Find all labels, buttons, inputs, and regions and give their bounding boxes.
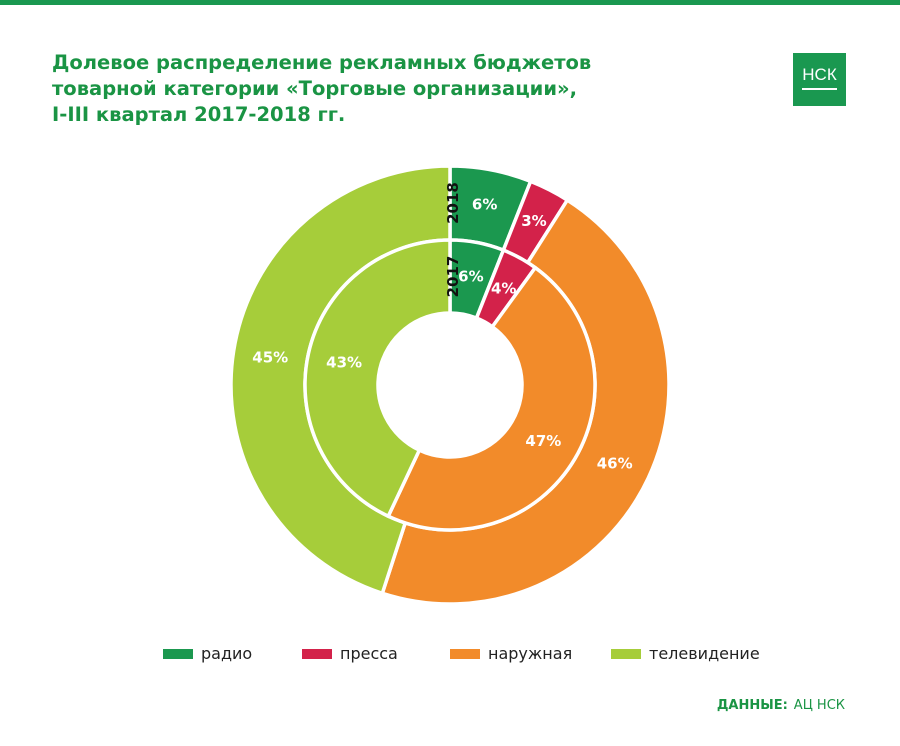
data-label: 3% (521, 212, 546, 230)
legend-item: радио (163, 644, 252, 663)
legend-swatch (450, 648, 480, 659)
data-label: 46% (597, 454, 633, 472)
slice-2017-2 (385, 265, 597, 532)
ring-label-2018: 2018 (444, 182, 462, 224)
title-line: товарной категории «Торговые организации… (52, 77, 577, 100)
source-label: ДАННЫЕ: (716, 698, 788, 713)
chart-title: Долевое распределение рекламных бюджетов… (52, 50, 672, 128)
data-label: 6% (472, 195, 497, 213)
legend-swatch (163, 648, 193, 659)
title-line: Долевое распределение рекламных бюджетов (52, 51, 592, 74)
legend-swatch (302, 648, 332, 659)
nsk-logo: НСК (793, 53, 846, 106)
data-label: 45% (252, 349, 288, 367)
legend-label: наружная (488, 644, 573, 663)
ring-label-2017: 2017 (444, 256, 462, 298)
legend-item: телевидение (611, 644, 760, 663)
legend-label: телевидение (649, 644, 760, 663)
source-value: АЦ НСК (793, 698, 845, 713)
legend: радио пресса наружная телевидение (0, 644, 900, 664)
slice-2017-3 (303, 238, 452, 519)
legend-swatch (611, 648, 641, 659)
legend-item: пресса (302, 644, 398, 663)
data-source: ДАННЫЕ: АЦ НСК (717, 698, 845, 713)
data-label: 4% (491, 279, 516, 297)
legend-label: пресса (340, 644, 398, 663)
logo-text: НСК (802, 65, 837, 84)
legend-item: наружная (450, 644, 572, 663)
data-label: 43% (326, 353, 362, 371)
title-line: I-III квартал 2017-2018 гг. (52, 103, 346, 126)
donut-chart: 6% 3% 46% 45% 2018 6% 4% 47% 43% 2017 (229, 164, 671, 606)
top-bar (0, 0, 900, 5)
data-label: 6% (458, 267, 483, 285)
legend-label: радио (201, 644, 253, 663)
data-label: 47% (525, 432, 561, 450)
